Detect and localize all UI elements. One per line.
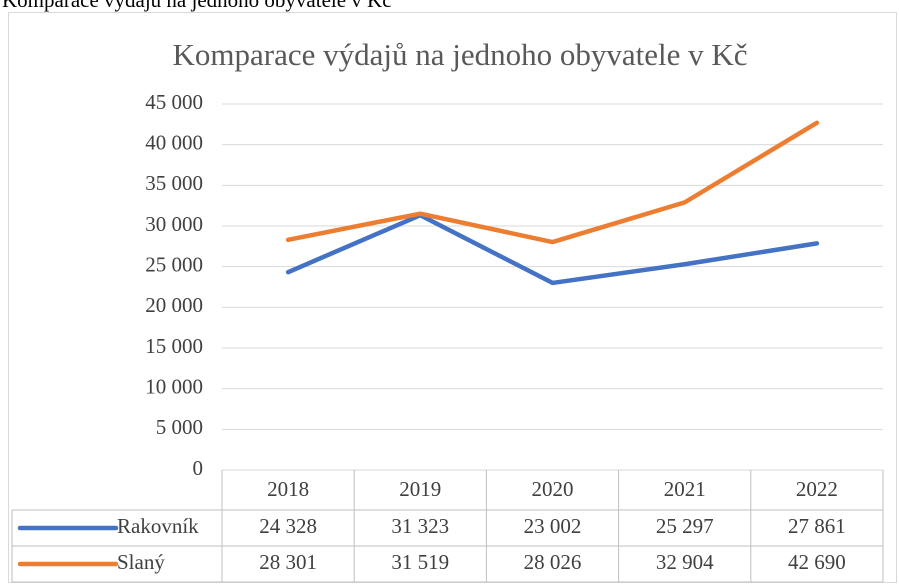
- y-tick-label: 30 000: [145, 212, 203, 236]
- chart-title: Komparace výdajů na jednoho obyvatele v …: [172, 37, 747, 72]
- y-tick-label: 35 000: [145, 171, 203, 195]
- y-tick-label: 45 000: [145, 90, 203, 114]
- y-tick-label: 25 000: [145, 252, 203, 276]
- legend-label: Slaný: [117, 550, 165, 574]
- caption: Komparace výdajů na jednoho obyvatele v …: [2, 0, 392, 12]
- line-series: [285, 212, 820, 286]
- y-tick-label: 10 000: [145, 374, 203, 398]
- table-value: 28 026: [524, 550, 582, 574]
- table-value: 32 904: [656, 550, 714, 574]
- table-value: 31 519: [391, 550, 449, 574]
- y-tick-label: 0: [193, 456, 204, 480]
- x-tick-label: 2019: [399, 477, 441, 501]
- table-value: 27 861: [788, 514, 846, 538]
- table-value: 25 297: [656, 514, 714, 538]
- y-tick-label: 40 000: [145, 130, 203, 154]
- table-value: 31 323: [391, 514, 449, 538]
- table-value: 28 301: [259, 550, 317, 574]
- table-value: 42 690: [788, 550, 846, 574]
- chart-border: [8, 12, 897, 583]
- x-tick-label: 2022: [796, 477, 838, 501]
- legend-label: Rakovník: [117, 514, 199, 538]
- x-tick-label: 2020: [532, 477, 574, 501]
- x-tick-label: 2021: [664, 477, 706, 501]
- table-value: 23 002: [524, 514, 582, 538]
- table-value: 24 328: [259, 514, 317, 538]
- y-tick-label: 5 000: [156, 415, 203, 439]
- y-tick-label: 20 000: [145, 293, 203, 317]
- y-tick-label: 15 000: [145, 334, 203, 358]
- line-series: [285, 120, 820, 245]
- x-tick-label: 2018: [267, 477, 309, 501]
